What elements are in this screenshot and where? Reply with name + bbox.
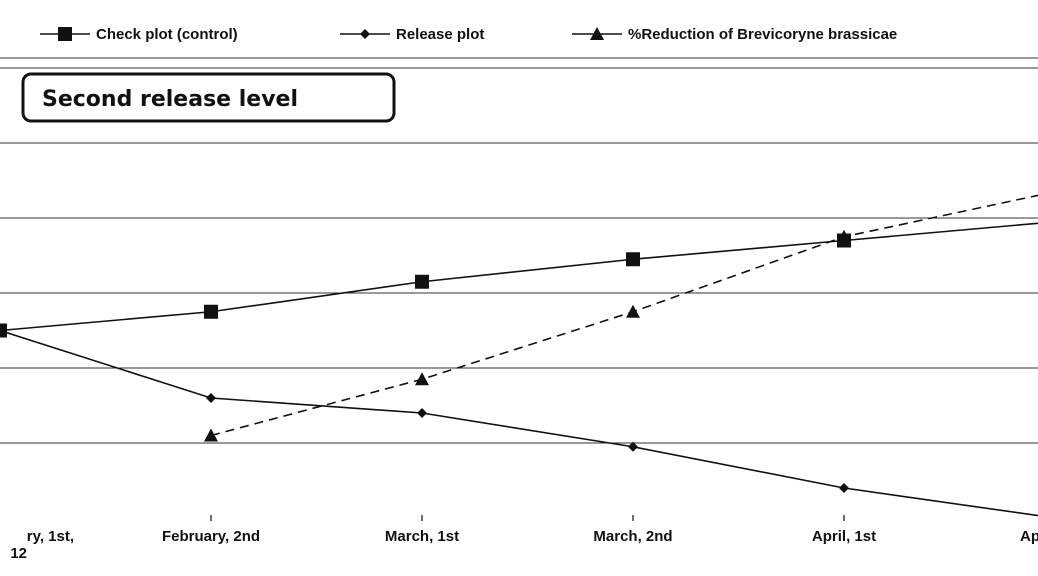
series-line-1 — [0, 222, 1038, 332]
x-tick-sublabel: 12 — [10, 545, 27, 562]
series-line-2 — [0, 329, 1038, 517]
legend: Check plot (control) Release plot %Reducti… — [40, 26, 897, 43]
data-point-square — [415, 274, 429, 289]
annotation-box: Second release level — [21, 72, 396, 123]
legend-marker-square — [58, 27, 72, 41]
series-markers — [0, 229, 851, 493]
data-point-square — [626, 252, 640, 267]
x-tick-label: Apr — [1020, 528, 1038, 545]
x-tick-label: March, 1st — [385, 528, 459, 545]
x-tick-label: March, 2nd — [593, 528, 672, 545]
legend-label: Release plot — [396, 26, 484, 43]
annotation-frame — [21, 72, 396, 123]
legend-marker-diamond — [360, 29, 370, 39]
data-point-diamond — [417, 408, 427, 418]
x-tick-label: ry, 1st, — [27, 528, 74, 545]
data-point-diamond — [206, 393, 216, 403]
grid-lines — [0, 57, 1038, 444]
data-point-diamond — [628, 441, 638, 452]
legend-marker-triangle — [590, 27, 604, 40]
data-point-triangle — [204, 428, 218, 442]
data-point-triangle — [837, 229, 851, 243]
legend-label: Check plot (control) — [96, 26, 238, 43]
x-tick-label: April, 1st — [812, 528, 876, 545]
data-point-triangle — [626, 304, 640, 318]
data-point-diamond — [0, 325, 5, 336]
legend-label: %Reduction of Brevicoryne brassicae — [628, 26, 897, 43]
series-line-3 — [210, 194, 1038, 437]
x-tick-label: February, 2nd — [162, 528, 260, 545]
data-point-square — [204, 304, 218, 319]
data-point-triangle — [415, 372, 429, 386]
series-lines — [0, 194, 1038, 517]
annotation-text: Second release level — [42, 87, 298, 112]
data-point-diamond — [839, 483, 849, 493]
x-axis: ry, 1st, February, 2nd March, 1st March, 2n… — [10, 515, 1038, 562]
